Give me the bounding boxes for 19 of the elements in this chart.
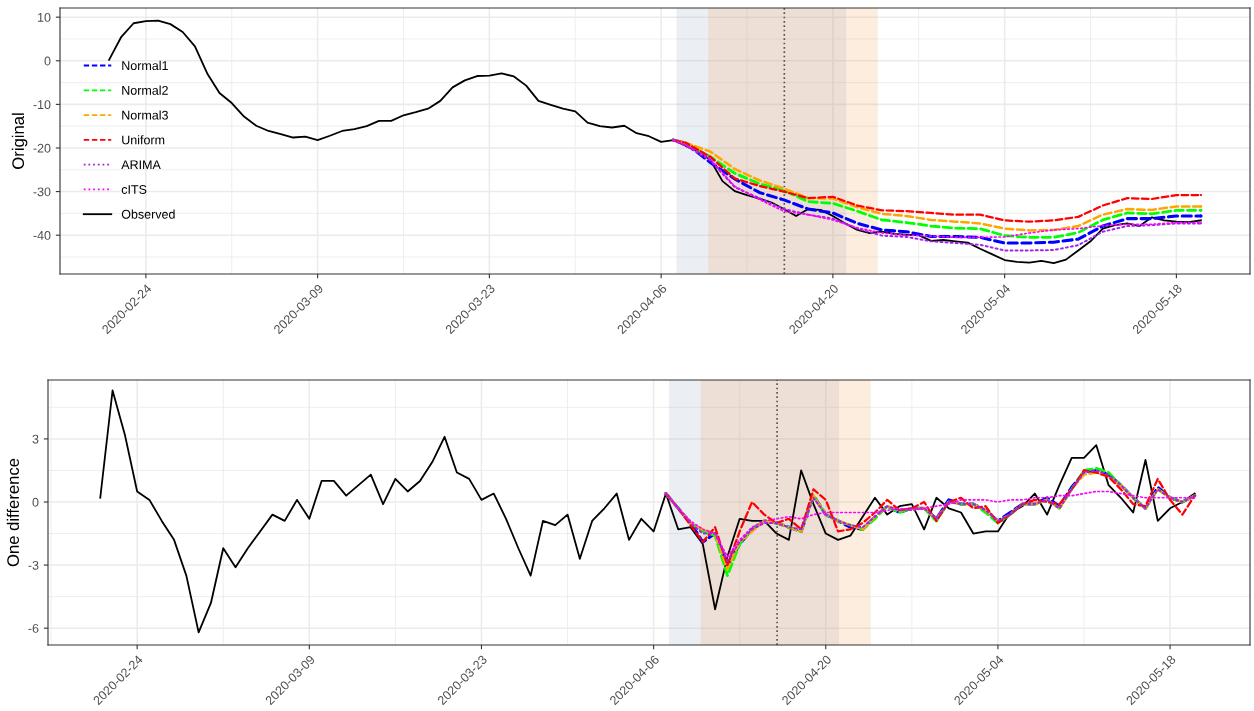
y-tick-label: -40 xyxy=(33,230,51,240)
y-tick-label: -30 xyxy=(33,187,51,197)
legend-label: Normal1 xyxy=(122,60,168,71)
y-tick-label: 3 xyxy=(32,434,39,444)
legend-label: Normal2 xyxy=(122,85,168,95)
legend-label: cITS xyxy=(121,185,147,194)
y-tick-label: 10 xyxy=(38,12,51,22)
y-tick-label: -20 xyxy=(33,143,51,153)
legend-label: Uniform xyxy=(122,135,165,145)
y-axis-title: One difference xyxy=(6,458,20,567)
y-tick-label: -6 xyxy=(28,623,39,633)
legend-label: Observed xyxy=(121,209,175,219)
y-tick-label: -3 xyxy=(28,560,39,570)
legend-label: ARIMA xyxy=(121,160,161,170)
y-axis-title: Original xyxy=(11,113,28,169)
y-tick-label: -10 xyxy=(33,100,51,110)
y-tick-label: 0 xyxy=(44,56,51,66)
y-tick-label: 0 xyxy=(32,497,39,507)
legend-label: Normal3 xyxy=(122,110,168,120)
